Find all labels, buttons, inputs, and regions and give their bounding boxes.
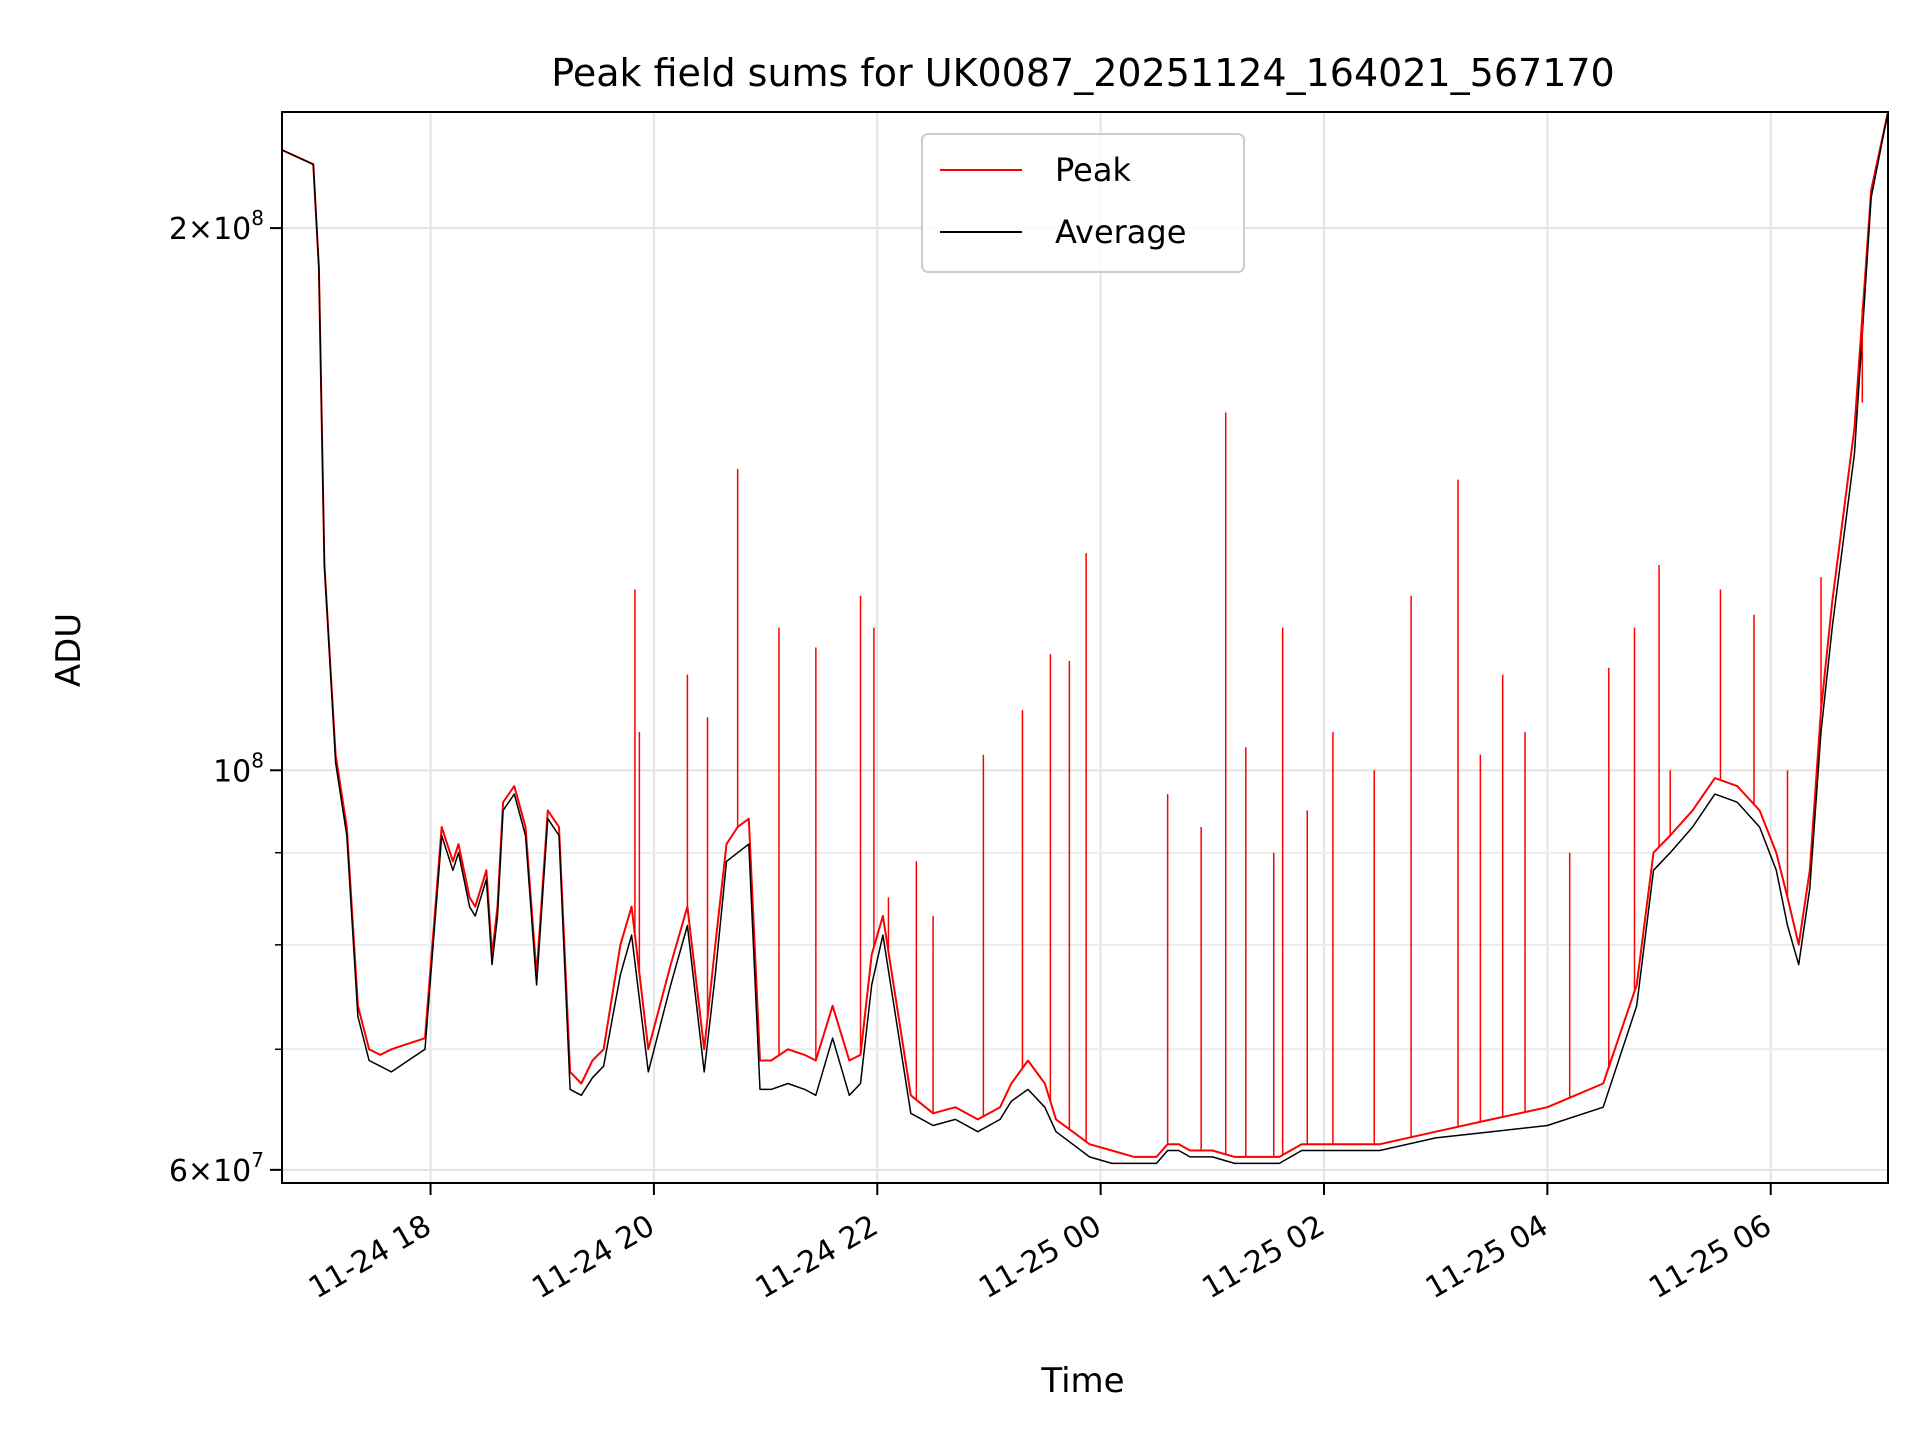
grid-layer — [282, 112, 1888, 1183]
x-tick-label: 11-25 04 — [1420, 1208, 1554, 1306]
series-line-peak — [281, 111, 1889, 1158]
y-tick-label: 2×108 — [169, 206, 264, 247]
x-axis-label: Time — [1040, 1361, 1124, 1401]
y-tick-label: 6×107 — [169, 1148, 264, 1189]
x-tick-label: 11-24 20 — [526, 1208, 660, 1306]
legend-peak-label: Peak — [1055, 151, 1131, 189]
x-tick-label: 11-25 06 — [1643, 1208, 1777, 1306]
chart-title: Peak field sums for UK0087_20251124_1640… — [551, 51, 1614, 95]
x-tick-label: 11-24 18 — [303, 1208, 437, 1306]
y-tick-label: 108 — [213, 748, 264, 789]
series-line-average — [281, 111, 1889, 1165]
series-layer — [281, 111, 1889, 1165]
legend-average-label: Average — [1055, 213, 1186, 251]
legend-box — [921, 133, 1245, 273]
plot-frame — [281, 111, 1889, 1184]
x-tick-label: 11-24 22 — [750, 1208, 884, 1306]
tick-layer: 11-24 18 11-24 20 11-24 22 11-25 00 11-25 02… — [169, 206, 1778, 1306]
y-axis-label: ADU — [49, 613, 89, 687]
legend: Peak Average — [921, 133, 1245, 273]
x-tick-label: 11-25 02 — [1196, 1208, 1330, 1306]
x-tick-label: 11-25 00 — [973, 1208, 1107, 1306]
